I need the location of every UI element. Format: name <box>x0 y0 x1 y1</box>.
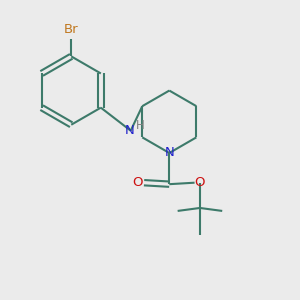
Text: H: H <box>136 119 145 132</box>
Text: N: N <box>164 146 174 160</box>
Text: Br: Br <box>64 23 79 36</box>
Text: O: O <box>195 176 205 189</box>
Text: N: N <box>124 124 134 136</box>
Text: O: O <box>132 176 143 189</box>
